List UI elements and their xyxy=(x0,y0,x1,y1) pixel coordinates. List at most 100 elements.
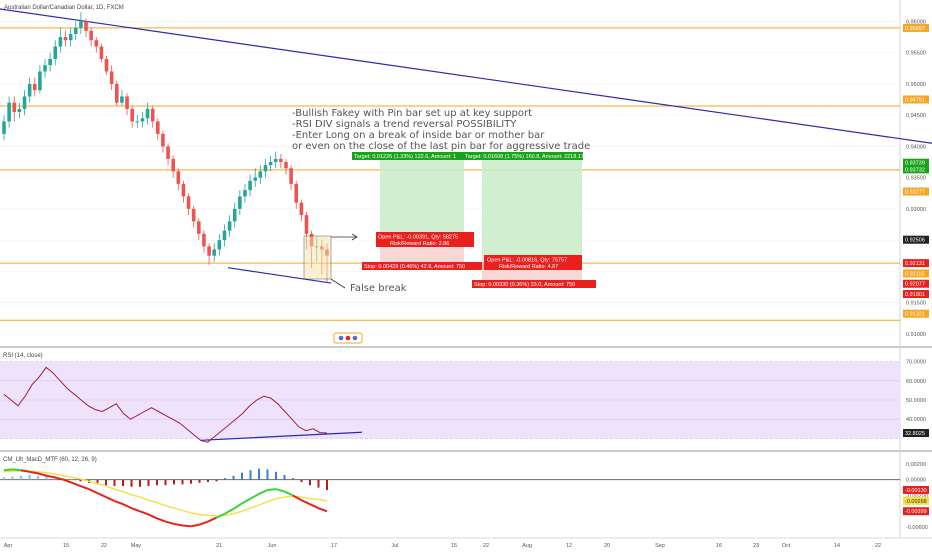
macd-tick-label: 0.00200 xyxy=(906,462,926,468)
price-tag-label: 0.93277 xyxy=(905,190,925,196)
candle-body xyxy=(156,121,160,134)
candle-body xyxy=(273,158,278,163)
rsi-value-label: 32.8025 xyxy=(905,431,925,437)
macd-line-segment xyxy=(37,472,47,477)
price-tag xyxy=(903,269,929,278)
time-tick-label: 14 xyxy=(834,543,840,549)
price-tag-label: 0.92115 xyxy=(905,271,924,277)
macd-line-segment xyxy=(63,478,73,484)
candle-body xyxy=(212,249,217,256)
macd-line-segment xyxy=(284,490,294,497)
macd-line-segment xyxy=(54,476,64,481)
macd-line-segment xyxy=(250,493,260,500)
annotation-line-4: or even on the close of the last pin bar… xyxy=(292,141,590,152)
time-tick-label: Sep xyxy=(655,543,665,549)
macd-value-label: -0.00268 xyxy=(905,499,927,505)
macd-line-segment xyxy=(224,508,234,515)
time-axis[interactable]: Apr 15 22 May 21 Jun 17 Jul 15 22 Aug 12 20 Sep 16 23 Oc… xyxy=(4,543,881,549)
candle-body xyxy=(68,33,73,41)
price-tag-label: 0.91321 xyxy=(905,312,925,318)
price-tag xyxy=(903,187,929,196)
price-axis[interactable]: 0.96000 0.95500 0.95000 0.94500 0.94000 0.935… xyxy=(903,19,929,338)
time-tick-label: May xyxy=(131,543,142,549)
candle-body xyxy=(114,83,119,103)
macd-line-segment xyxy=(29,470,39,475)
macd-line-segment xyxy=(156,517,166,523)
macd-line-segment xyxy=(131,507,141,513)
candle-body xyxy=(135,121,140,123)
price-tag xyxy=(903,235,929,244)
target-text-1: Target: 0.01226 (1.33%) 122.6, Amount: 1 xyxy=(354,154,456,160)
annotation-line-3: -Enter Long on a break of inside bar or … xyxy=(292,130,545,141)
target-zone-2 xyxy=(482,160,582,256)
candle-body xyxy=(171,158,175,172)
price-tick-label: 0.94500 xyxy=(906,113,926,119)
price-tag xyxy=(903,279,929,288)
candle-body xyxy=(222,230,227,241)
price-tag xyxy=(903,290,929,299)
flag-icon xyxy=(338,335,344,341)
macd-tick-label: 0.00000 xyxy=(906,478,926,484)
event-icons[interactable] xyxy=(333,332,363,344)
stop-tag-1 xyxy=(362,262,484,270)
long-position-2[interactable]: Target: 0.01608 (1.75%) 160.8, Amount: 2… xyxy=(463,152,596,288)
macd-line-segment xyxy=(309,503,319,510)
rsi-value-tag xyxy=(903,429,929,438)
flag-icon xyxy=(352,335,358,341)
price-tag-label: 0.93739 xyxy=(905,161,925,167)
candle-body xyxy=(294,183,299,203)
macd-tick-label: -0.00200 xyxy=(906,494,928,500)
candle-body xyxy=(304,215,309,234)
candle-body xyxy=(84,21,88,31)
time-tick-label: 12 xyxy=(566,543,572,549)
candle-body xyxy=(191,208,196,222)
time-tick-label: 15 xyxy=(451,543,457,549)
candle-body xyxy=(38,71,42,91)
macd-line-segment xyxy=(105,496,115,502)
long-position-1[interactable]: Target: 0.01226 (1.33%) 122.6, Amount: 1… xyxy=(352,152,484,270)
candle-body xyxy=(79,21,83,28)
candle-body xyxy=(238,196,242,209)
time-tick-label: Jun xyxy=(268,543,277,549)
time-tick-label: 21 xyxy=(216,543,222,549)
macd-line-segment xyxy=(122,503,132,510)
candle-body xyxy=(145,108,150,119)
candle-body xyxy=(166,146,170,159)
candle-body xyxy=(217,240,222,250)
rsi-tick-label: 70.0000 xyxy=(906,360,926,366)
candle-body xyxy=(161,133,165,147)
macd-value-tag xyxy=(903,496,929,505)
rsi-tick-label: 50.0000 xyxy=(906,398,926,404)
rr-text-2: Risk/Reward Ratio: 4.87 xyxy=(499,264,558,270)
macd-panel[interactable]: 0.002000.00000-0.00200-0.00400-0.00600-0… xyxy=(0,462,929,531)
price-tick-label: 0.94000 xyxy=(906,144,926,150)
price-tick-label: 0.96000 xyxy=(906,19,926,25)
macd-line-segment xyxy=(114,500,124,506)
time-tick-label: 20 xyxy=(604,543,610,549)
rsi-panel[interactable]: 70.0000 60.0000 50.0000 40.0000 32.8025 xyxy=(0,360,929,443)
symbol-title: Australian Dollar/Canadian Dollar, 1D, F… xyxy=(4,5,124,11)
price-tick-label: 0.91500 xyxy=(906,301,926,307)
macd-line-segment xyxy=(139,510,149,516)
candle-body xyxy=(176,171,181,184)
macd-value-label: -0.00399 xyxy=(905,509,927,515)
candle-body xyxy=(12,102,17,113)
price-tag-label: 0.93732 xyxy=(905,167,925,173)
candle-body xyxy=(109,71,114,84)
flag-icon xyxy=(345,335,351,341)
macd-line-segment xyxy=(20,469,30,473)
setup-highlight-box[interactable] xyxy=(303,235,332,280)
grid xyxy=(0,0,932,539)
macd-line-segment xyxy=(207,516,217,523)
macd-line-segment xyxy=(301,499,311,506)
candle-body xyxy=(99,46,104,59)
candle-body xyxy=(227,221,232,231)
candle-body xyxy=(207,246,211,256)
macd-line-segment xyxy=(241,497,251,505)
descending-trendline xyxy=(0,8,932,144)
time-tick-label: Aug xyxy=(522,543,532,549)
stop-text-2: Stop: 0.00330 (0.36%) 33.0, Amount: 750 xyxy=(474,282,575,288)
candle-body xyxy=(58,37,63,47)
